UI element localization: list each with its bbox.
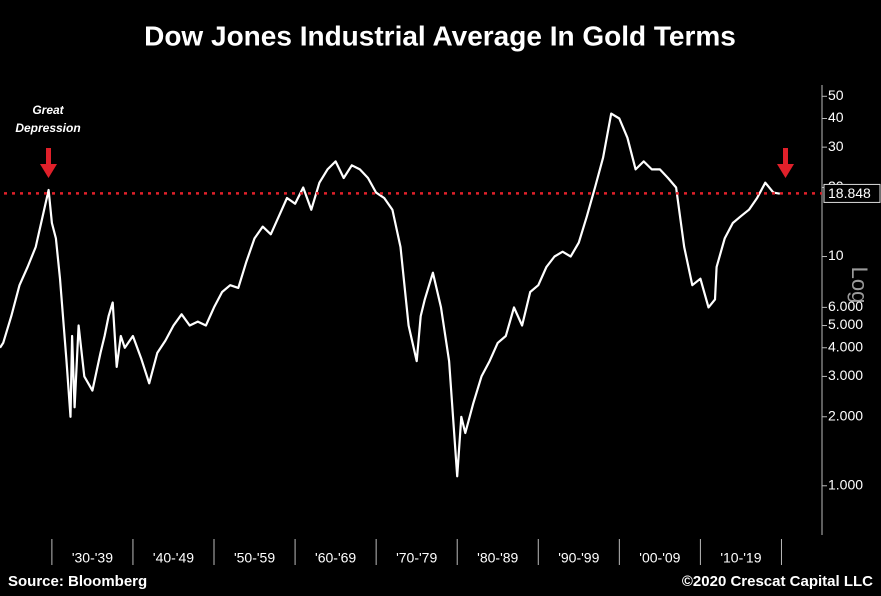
y-tick-label: 1.000 — [828, 476, 863, 492]
reference-label-box — [823, 183, 881, 203]
y-tick-label: 4.000 — [828, 338, 863, 354]
source: Source: Bloomberg — [8, 573, 147, 590]
x-band-label: '30-'39 — [72, 550, 113, 566]
x-band-label: '70-'79 — [396, 550, 437, 566]
x-band-label: '00-'09 — [639, 550, 680, 566]
x-band-label: '80-'89 — [477, 550, 518, 566]
y-tick-label: 6.000 — [828, 298, 863, 314]
x-band-label: '60-'69 — [315, 550, 356, 566]
y-tick-label: 10 — [828, 247, 844, 263]
y-axis-label: Log — [847, 267, 872, 304]
y-tick-label: 3.000 — [828, 367, 863, 383]
annotation: Great — [32, 103, 64, 117]
x-band-label: '10-'19 — [720, 550, 761, 566]
y-tick-label: 2.000 — [828, 407, 863, 423]
data-line — [0, 112, 780, 478]
arrow — [777, 148, 794, 178]
x-band-label: '40-'49 — [153, 550, 194, 566]
x-band-label: '50-'59 — [234, 550, 275, 566]
chart-title: Dow Jones Industrial Average In Gold Ter… — [144, 20, 736, 51]
y-tick-label: 5.000 — [828, 316, 863, 332]
annotation: Depression — [15, 121, 80, 135]
reference-label: 18.848 — [828, 185, 871, 201]
copyright: ©2020 Crescat Capital LLC — [682, 573, 873, 590]
arrow — [40, 148, 57, 178]
y-tick-label: 50 — [828, 87, 844, 103]
x-band-label: '90-'99 — [558, 550, 599, 566]
y-tick-label: 30 — [828, 138, 844, 154]
y-tick-label: 40 — [828, 109, 844, 125]
